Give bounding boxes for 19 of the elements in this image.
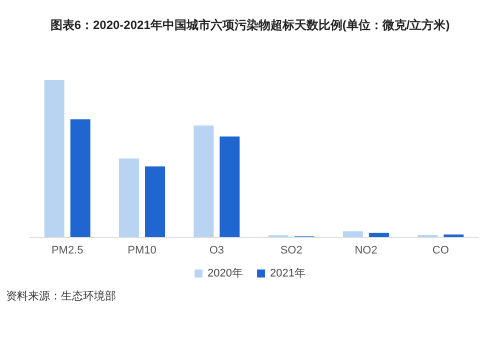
bar [44, 80, 64, 237]
x-tick-label: SO2 [280, 244, 302, 256]
x-tick-label: PM10 [128, 244, 156, 256]
x-tick-label: NO2 [354, 244, 378, 256]
bar [444, 234, 464, 237]
bar [119, 158, 139, 237]
chart-title: 图表6：2020-2021年中国城市六项污染物超标天数比例(单位：微克/立方米) [50, 18, 450, 32]
text: 资料来源：生态环境部 [6, 290, 116, 302]
bar [70, 119, 90, 237]
bar [194, 126, 214, 237]
legend-label: 2020年 [208, 268, 244, 280]
bar [220, 136, 240, 237]
legend-label: 2021年 [270, 268, 306, 280]
x-tick-label: PM2.5 [51, 244, 84, 256]
bar [145, 166, 165, 237]
bar [369, 232, 389, 237]
x-tick-label: O3 [209, 244, 224, 256]
x-tick-label: CO [432, 244, 450, 256]
bar [343, 231, 363, 237]
